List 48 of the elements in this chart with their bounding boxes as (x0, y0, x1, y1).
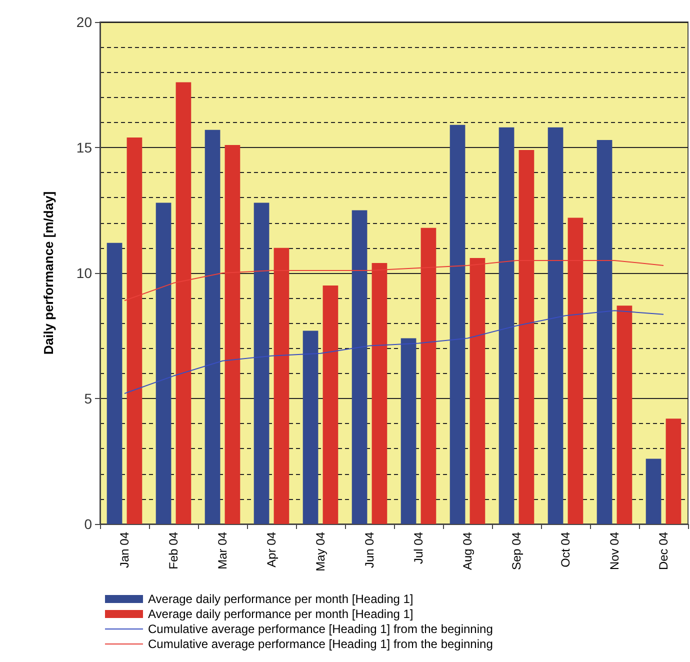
x-tick-label: Sep 04 (510, 532, 524, 570)
bar (224, 144, 240, 524)
bar (568, 218, 584, 524)
y-axis-title: Daily performance [m/day] (41, 191, 56, 355)
x-tick-label: Dec 04 (656, 532, 670, 570)
x-tick-label: Aug 04 (460, 532, 474, 570)
y-tick-label: 15 (76, 140, 92, 156)
line-series (124, 310, 664, 394)
bar (498, 127, 514, 524)
x-tick-label: Oct 04 (558, 532, 572, 568)
bar (420, 228, 436, 524)
x-tick-label: Mar 04 (216, 532, 230, 570)
legend-label: Cumulative average performance [Heading 1] from the beginning (148, 637, 493, 651)
x-tick-label: Feb 04 (166, 532, 180, 570)
y-tick-label: 5 (84, 390, 92, 406)
legend-label: Average daily performance per month [Heading 1] (148, 607, 414, 621)
bar (666, 418, 682, 524)
bar (596, 140, 612, 524)
bar (254, 202, 270, 524)
bar (450, 124, 466, 524)
bar (204, 130, 220, 524)
bar (106, 242, 122, 524)
x-tick-label: May 04 (314, 532, 328, 572)
bar (302, 330, 318, 524)
bar (548, 127, 564, 524)
legend-label: Average daily performance per month [Heading 1] (148, 592, 414, 606)
bar (322, 286, 338, 524)
bar (176, 82, 192, 524)
bar (646, 458, 662, 524)
y-tick-label: 10 (76, 265, 92, 281)
bar (126, 137, 142, 524)
legend-label: Cumulative average performance [Heading 1] from the beginning (148, 622, 493, 636)
bar (616, 306, 632, 524)
bar (274, 248, 290, 524)
x-tick-label: Jul 04 (412, 532, 426, 564)
y-tick-label: 20 (76, 14, 92, 30)
y-tick-label: 0 (84, 516, 92, 532)
line-series (124, 260, 664, 302)
x-tick-label: Jun 04 (362, 532, 376, 568)
bar (518, 150, 534, 524)
bar (470, 258, 486, 524)
bar (352, 210, 368, 524)
x-tick-label: Jan 04 (118, 532, 132, 568)
x-tick-label: Apr 04 (264, 532, 278, 568)
bar (372, 262, 388, 524)
bar (156, 202, 172, 524)
bar (400, 338, 416, 524)
x-tick-label: Nov 04 (608, 532, 622, 570)
